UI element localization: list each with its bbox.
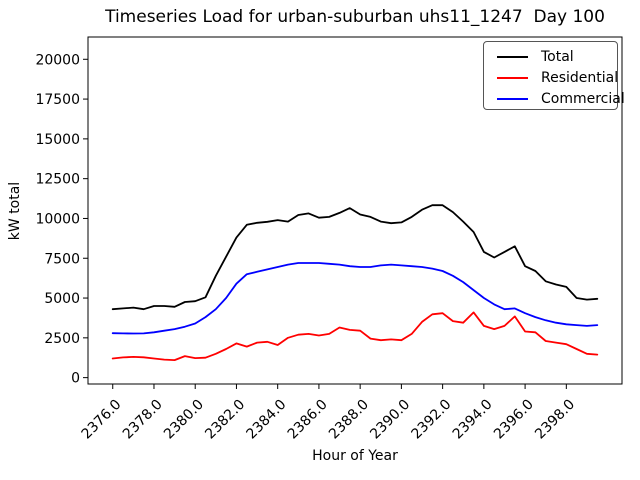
x-tick-label: 2380.0 xyxy=(161,397,207,443)
y-axis: 0 2500 5000 7500 10000 12500 15000 17500 20000 xyxy=(35,52,88,387)
axes-frame xyxy=(87,36,623,385)
legend-label-total: Total xyxy=(541,48,574,65)
legend: Total Residential Commercial xyxy=(483,41,625,110)
x-tick-label: 2394.0 xyxy=(450,397,496,443)
x-tick-label: 2386.0 xyxy=(285,397,331,443)
y-tick-label: 2500 xyxy=(44,331,80,347)
legend-item-total: Total xyxy=(484,46,617,67)
x-tick-label: 2390.0 xyxy=(367,397,413,443)
x-tick-label: 2398.0 xyxy=(532,397,578,443)
y-tick-label: 10000 xyxy=(35,211,80,227)
y-tick-label: 20000 xyxy=(35,52,80,68)
y-tick-label: 0 xyxy=(71,371,80,387)
y-tick-label: 7500 xyxy=(44,251,80,267)
x-tick-label: 2378.0 xyxy=(120,397,166,443)
legend-label-commercial: Commercial xyxy=(541,90,625,107)
series-line-total xyxy=(111,204,599,311)
x-tick-label: 2396.0 xyxy=(491,397,537,443)
x-tick-label: 2376.0 xyxy=(79,397,125,443)
x-tick-label: 2388.0 xyxy=(326,397,372,443)
y-tick-label: 5000 xyxy=(44,291,80,307)
legend-line-residential-icon xyxy=(497,76,528,79)
y-axis-label: kW total xyxy=(7,181,23,241)
legend-label-residential: Residential xyxy=(541,69,619,86)
y-tick-label: 15000 xyxy=(35,132,80,148)
legend-line-commercial-icon xyxy=(497,97,528,100)
series-line-residential xyxy=(111,311,599,362)
legend-item-residential: Residential xyxy=(484,67,619,88)
legend-line-total-icon xyxy=(497,55,528,58)
x-tick-label: 2384.0 xyxy=(244,397,290,443)
x-axis: 2376.02378.02380.02382.02384.02386.02388… xyxy=(79,384,578,443)
x-axis-label: Hour of Year xyxy=(312,448,398,464)
legend-item-commercial: Commercial xyxy=(484,88,625,109)
y-tick-label: 12500 xyxy=(35,172,80,188)
series-line-commercial xyxy=(111,262,599,335)
x-tick-label: 2392.0 xyxy=(408,397,454,443)
y-tick-label: 17500 xyxy=(35,92,80,108)
x-tick-label: 2382.0 xyxy=(202,397,248,443)
chart-title: Timeseries Load for urban-suburban uhs11… xyxy=(105,7,605,27)
